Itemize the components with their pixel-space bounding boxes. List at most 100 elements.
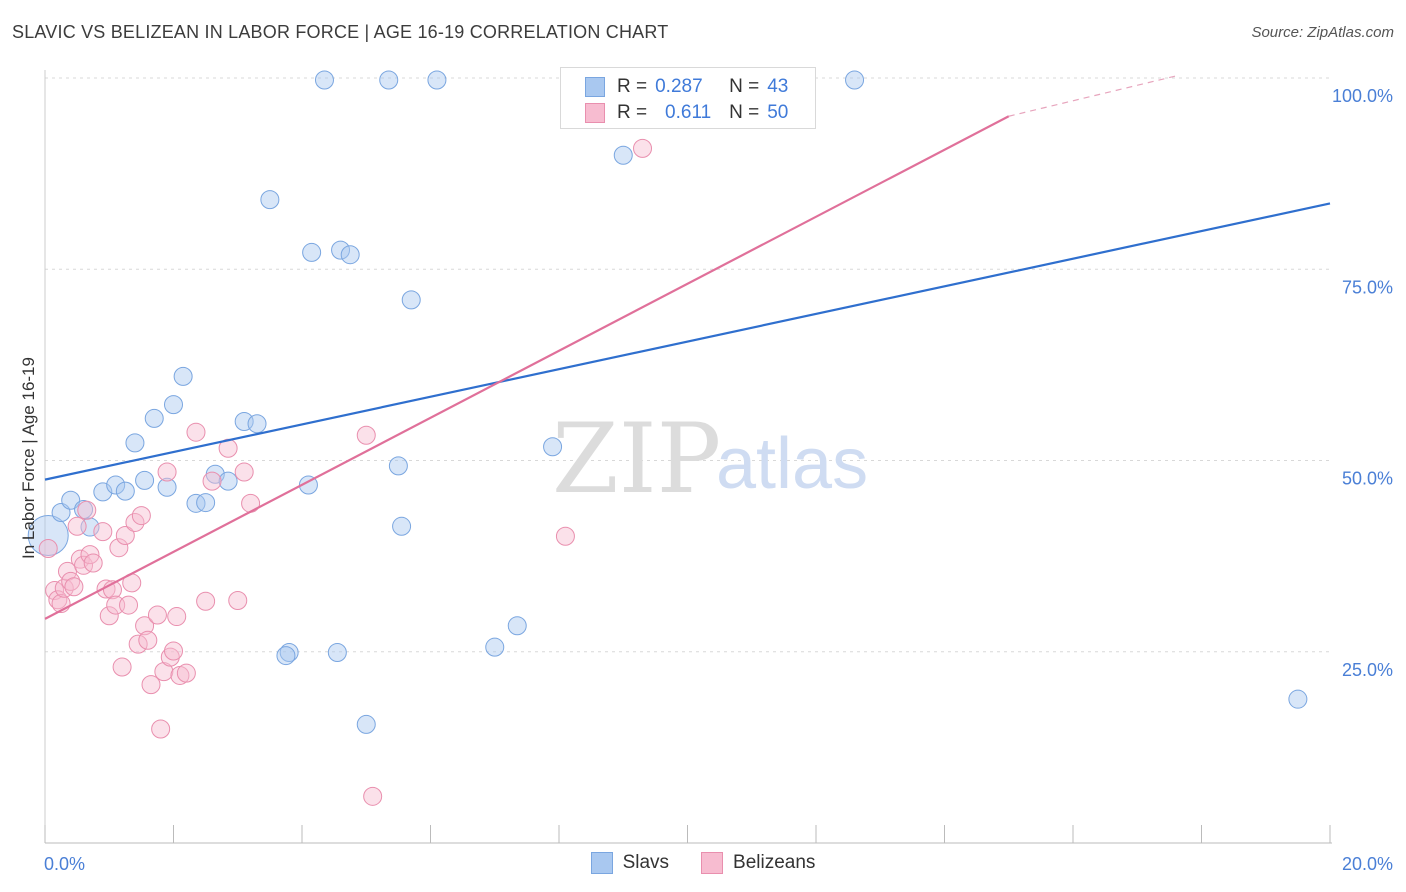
legend-swatch-belizeans — [585, 103, 605, 123]
belizeans-point — [119, 595, 139, 615]
legend-n-value: 50 — [767, 102, 789, 123]
legend-item-belizeans[interactable]: Belizeans — [701, 852, 815, 874]
watermark-zip: ZIP — [552, 403, 721, 515]
slavs-point — [613, 145, 633, 165]
source-credit: Source: ZipAtlas.com — [1251, 24, 1394, 41]
slavs-point — [135, 470, 155, 490]
slavs-point — [157, 477, 177, 497]
series-belizeans-points — [38, 138, 653, 806]
legend-row-belizeans: R = 0.611 N = 50 — [585, 100, 788, 126]
belizeans-point — [83, 553, 103, 573]
belizeans-point — [135, 616, 155, 636]
legend-r-value: 0.611 — [665, 102, 712, 123]
slavs-point — [327, 643, 347, 663]
legend-item-slavs[interactable]: Slavs — [590, 852, 670, 874]
x-tick-labels: 0.0% 20.0% — [44, 854, 1393, 874]
belizeans-point — [141, 675, 161, 695]
belizeans-point — [633, 138, 653, 158]
belizeans-point — [202, 471, 222, 491]
correlation-legend: R = 0.287 N = 43 R = 0.611 N = 50 — [560, 67, 816, 129]
slavs-point — [144, 408, 164, 428]
x-tick-label: 0.0% — [44, 854, 85, 874]
belizeans-point — [112, 657, 132, 677]
legend-r-value: 0.287 — [655, 76, 703, 97]
legend-r-label: R = — [617, 102, 648, 123]
slavs-point — [115, 481, 135, 501]
y-tick-labels: 25.0% 50.0% 75.0% 100.0% — [1332, 86, 1393, 680]
y-tick-label: 25.0% — [1342, 660, 1393, 680]
belizeans-trend-line — [44, 115, 1010, 620]
legend-label-slavs: Slavs — [622, 852, 670, 873]
belizeans-point — [131, 506, 151, 526]
legend-swatch-belizeans — [701, 852, 724, 874]
legend-row-slavs: R = 0.287 N = 43 — [585, 74, 788, 100]
belizeans-point — [176, 663, 196, 683]
legend-r-label: R = — [617, 76, 648, 97]
belizeans-point — [99, 606, 119, 626]
slavs-point — [260, 190, 280, 210]
belizeans-point — [154, 662, 174, 682]
slavs-point — [173, 366, 193, 386]
slavs-point — [507, 616, 527, 636]
slavs-point — [314, 70, 334, 90]
slavs-point — [61, 490, 81, 510]
slavs-point — [27, 514, 69, 556]
slavs-point — [392, 516, 412, 536]
grid-lines — [45, 77, 1330, 653]
trend-lines — [44, 75, 1331, 620]
belizeans-point — [228, 590, 248, 610]
watermark-atlas: atlas — [716, 424, 868, 504]
belizeans-point — [115, 525, 135, 545]
chart-title: SLAVIC VS BELIZEAN IN LABOR FORCE | AGE … — [12, 22, 669, 42]
slavs-point — [106, 475, 126, 495]
belizeans-point — [167, 607, 187, 627]
belizeans-point — [196, 591, 216, 611]
series-legend: Slavs Belizeans — [0, 852, 1406, 874]
slavs-point — [401, 290, 421, 310]
y-axis-label: In Labor Force | Age 16-19 — [19, 357, 38, 559]
belizeans-point — [363, 786, 383, 806]
slavs-point — [218, 471, 238, 491]
belizeans-point — [70, 549, 90, 569]
slavs-point — [543, 437, 563, 457]
slavs-point — [279, 643, 299, 663]
slavs-trend-line — [44, 202, 1331, 481]
belizeans-point — [160, 647, 180, 667]
slavs-point — [247, 414, 267, 434]
slavs-point — [356, 714, 376, 734]
slavs-point — [340, 245, 360, 265]
belizeans-point — [555, 526, 575, 546]
belizeans-point — [38, 538, 58, 558]
belizeans-point — [64, 577, 84, 597]
slavs-point — [196, 493, 216, 513]
slavs-point — [485, 637, 505, 657]
legend-label-belizeans: Belizeans — [733, 852, 816, 873]
belizeans-point — [164, 641, 183, 661]
belizeans-point — [93, 522, 113, 542]
legend-swatch-slavs — [585, 77, 605, 97]
watermark: ZIP atlas — [552, 403, 868, 515]
legend-swatch-slavs — [590, 852, 613, 874]
slavs-point — [164, 395, 183, 415]
belizeans-point — [234, 462, 254, 482]
y-tick-label: 50.0% — [1342, 469, 1393, 489]
belizeans-point — [138, 630, 158, 650]
slavs-point — [125, 433, 145, 453]
slavs-point — [427, 70, 447, 90]
legend-n-label: N = — [729, 102, 760, 123]
belizeans-point — [61, 571, 81, 591]
slavs-point — [186, 493, 206, 513]
slavs-point — [331, 240, 351, 260]
slavs-point — [845, 70, 865, 90]
slavs-point — [1288, 689, 1308, 709]
y-tick-label: 100.0% — [1332, 86, 1393, 106]
legend-n-value: 43 — [767, 76, 789, 97]
belizeans-point — [48, 590, 68, 610]
axes — [44, 70, 1332, 844]
belizeans-point — [241, 493, 261, 513]
belizeans-point — [151, 719, 171, 739]
slavs-point — [276, 646, 296, 666]
belizeans-point — [147, 605, 167, 625]
slavs-point — [379, 70, 399, 90]
